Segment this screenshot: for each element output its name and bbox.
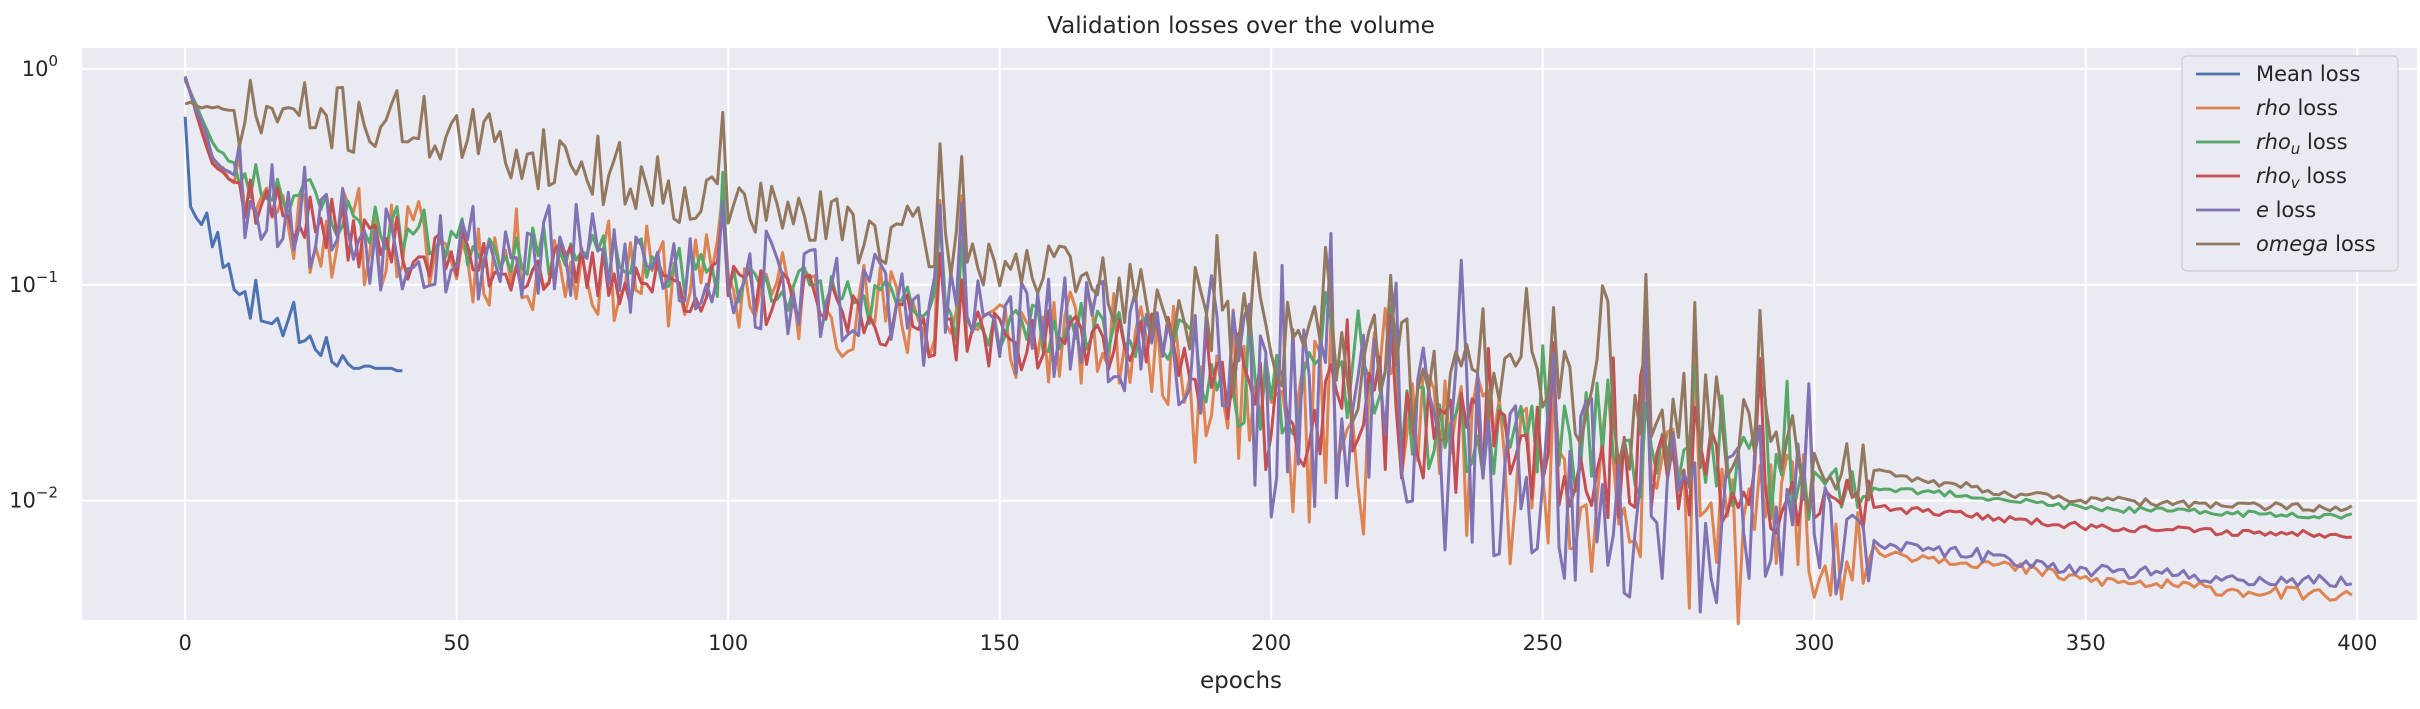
x-tick-label: 400: [2337, 631, 2377, 655]
series-layer: [183, 75, 2353, 626]
chart-title: Validation losses over the volume: [1047, 13, 1435, 39]
y-tick-exp: 0: [48, 52, 58, 70]
x-tick-label: 350: [2066, 631, 2106, 655]
y-tick-label: 100: [22, 52, 58, 81]
series-line-2: [183, 79, 2353, 521]
y-tick-exp: −2: [36, 484, 58, 502]
series-line-0: [183, 116, 403, 373]
legend-entry-e: e loss: [2196, 198, 2316, 222]
x-tick-label: 50: [443, 631, 470, 655]
y-tick-label: 10−2: [9, 484, 58, 513]
legend-box: [2181, 55, 2399, 272]
y-tick-base: 10: [22, 57, 49, 81]
x-axis-label: epochs: [1200, 668, 1282, 694]
x-tick-label: 200: [1251, 631, 1291, 655]
series-line-5: [184, 78, 2353, 514]
x-tick-label: 0: [178, 631, 191, 655]
legend-label-rho-v: rhov loss: [2256, 164, 2347, 192]
x-tick-label: 250: [1523, 631, 1563, 655]
legend-label-rho-u: rhou loss: [2256, 130, 2348, 158]
y-tick-base: 10: [9, 489, 36, 513]
legend-entry-rho-u: rhou loss: [2196, 130, 2348, 158]
x-axis: 0 50 100 150 200 250 300 350 400: [178, 631, 2377, 655]
legend-entry-omega: omega loss: [2196, 232, 2376, 256]
legend-entry-rho: rho loss: [2196, 96, 2338, 120]
y-tick-exp: −1: [36, 268, 58, 286]
x-tick-label: 150: [980, 631, 1020, 655]
legend: Mean loss rho loss rhou loss rhov loss e…: [2181, 55, 2399, 272]
y-tick-base: 10: [9, 273, 36, 297]
legend-label-rho: rho loss: [2256, 96, 2338, 120]
series-line-4: [183, 76, 2353, 614]
y-tick-label: 10−1: [9, 268, 58, 297]
legend-label-omega: omega loss: [2256, 232, 2376, 256]
legend-entry-rho-v: rhov loss: [2196, 164, 2347, 192]
x-tick-label: 300: [1794, 631, 1834, 655]
legend-label-e: e loss: [2256, 198, 2316, 222]
legend-label-mean: Mean loss: [2256, 62, 2360, 86]
legend-entry-mean: Mean loss: [2196, 62, 2360, 86]
x-tick-label: 100: [708, 631, 748, 655]
